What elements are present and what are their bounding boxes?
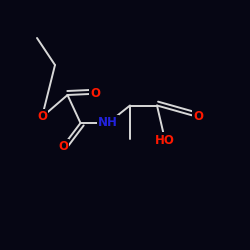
Text: O: O xyxy=(58,140,68,153)
Text: HO: HO xyxy=(155,134,175,146)
Text: O: O xyxy=(193,110,203,124)
Text: NH: NH xyxy=(98,116,118,130)
Text: O: O xyxy=(37,110,47,124)
Text: O: O xyxy=(90,87,100,100)
